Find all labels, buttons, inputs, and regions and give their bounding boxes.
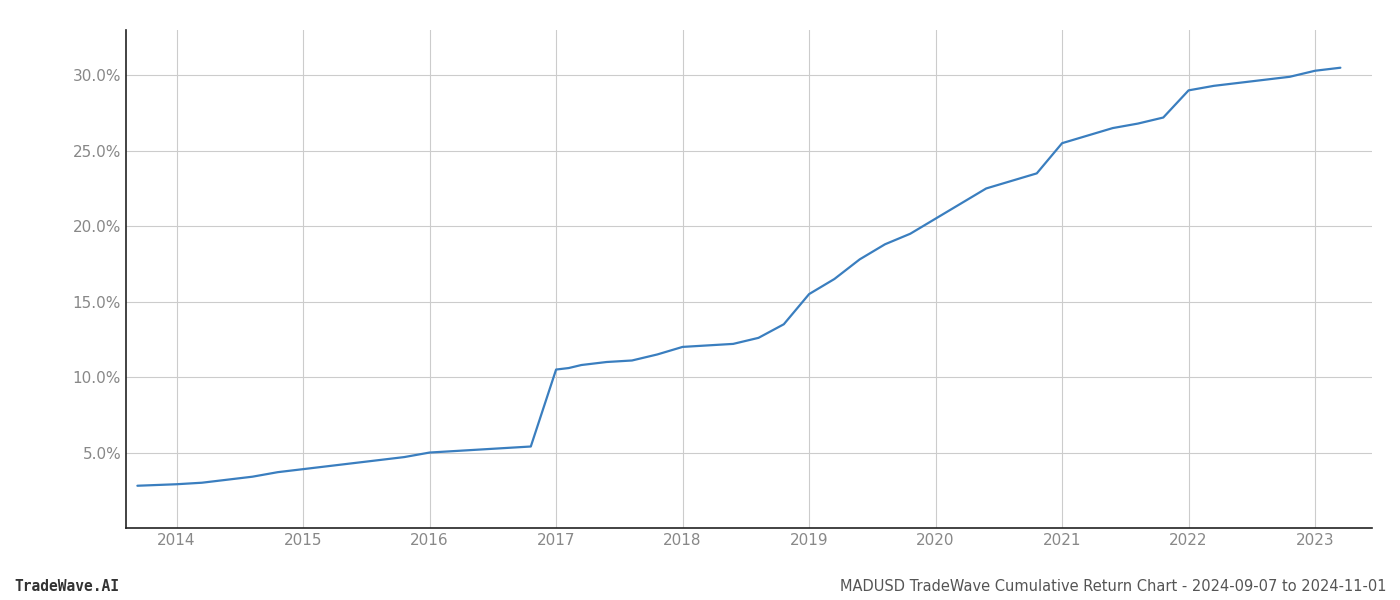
- Text: TradeWave.AI: TradeWave.AI: [14, 579, 119, 594]
- Text: MADUSD TradeWave Cumulative Return Chart - 2024-09-07 to 2024-11-01: MADUSD TradeWave Cumulative Return Chart…: [840, 579, 1386, 594]
